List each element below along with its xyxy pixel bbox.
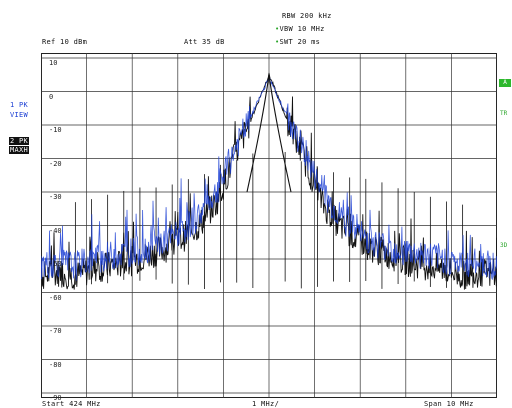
y-tick-label: -90 (49, 394, 62, 402)
span-readout: Span 10 MHz (424, 400, 474, 408)
y-tick-label: -80 (49, 360, 62, 369)
y-tick-label: -50 (49, 260, 62, 268)
spectrum-plot (41, 53, 497, 398)
y-tick-label: -40 (49, 226, 62, 235)
trace2-detector: 2 PK (9, 137, 30, 145)
marker-a-indicator: A (499, 79, 511, 87)
trace1-detector: 1 PK (10, 101, 29, 109)
y-tick-label: -20 (49, 159, 62, 168)
vbw-readout: •VBW 10 MHz (275, 25, 325, 33)
tr-indicator: TR (500, 110, 508, 117)
trace1-mode: VIEW (10, 111, 29, 119)
y-tick-label: -10 (49, 126, 62, 134)
y-tick-label: -60 (49, 293, 62, 302)
y-tick-label: 0 (49, 92, 54, 101)
carrier-peak (246, 74, 292, 193)
y-tick-label: -30 (49, 193, 62, 201)
y-tick-label: 10 (49, 59, 58, 67)
ref-level-readout: Ref 10 dBm (42, 38, 88, 46)
swt-readout: •SWT 20 ms (275, 38, 321, 46)
rbw-readout: RBW 200 kHz (282, 12, 332, 20)
trace2-mode: MAXH (9, 146, 30, 154)
3d-indicator: 3D (500, 242, 508, 249)
attenuation-readout: Att 35 dB (184, 38, 225, 46)
frequency-per-division: 1 MHz/ (252, 400, 280, 408)
start-frequency: Start 424 MHz (42, 400, 101, 408)
y-tick-label: -70 (49, 327, 62, 335)
trace-2-line (41, 77, 497, 281)
